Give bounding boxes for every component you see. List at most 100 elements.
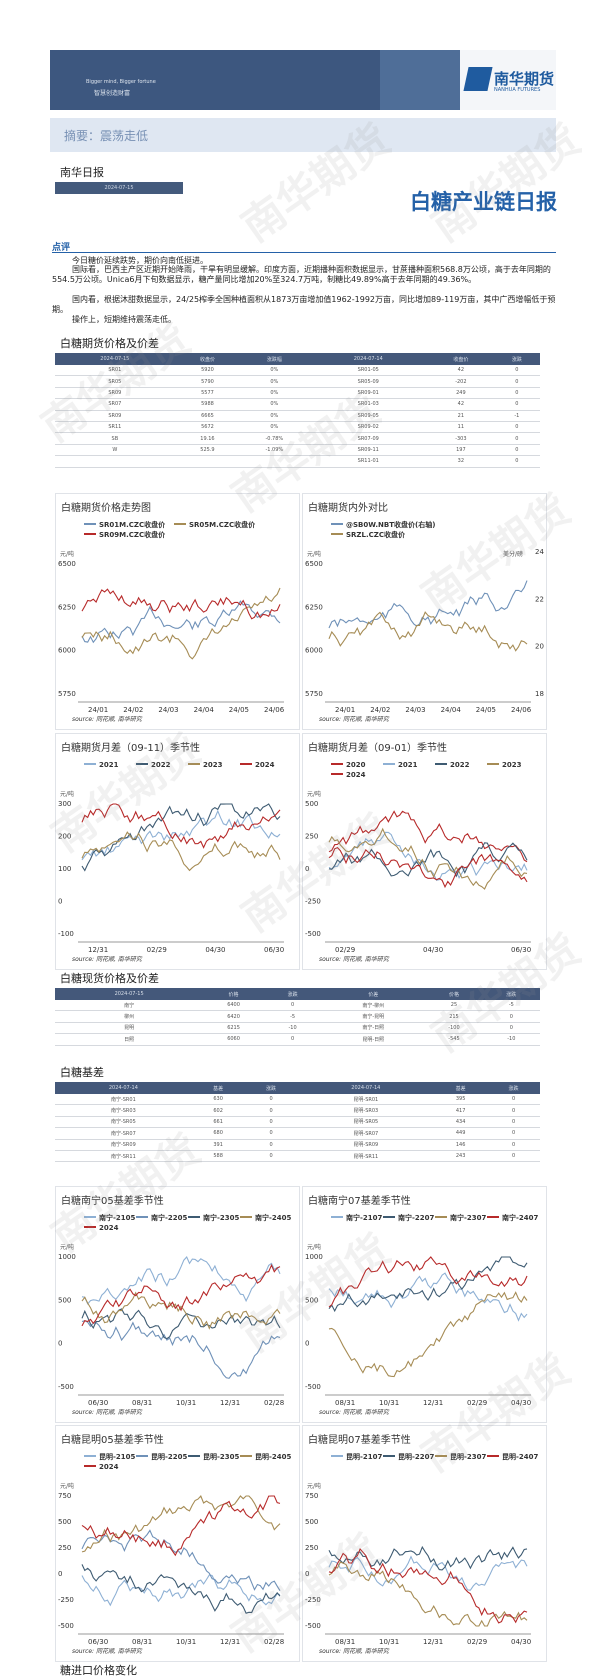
- legend-label: 2024: [255, 761, 275, 769]
- axis-unit: 元/吨: [307, 550, 321, 558]
- y-tick-label: -250: [305, 898, 321, 906]
- x-tick-label: 12/31: [88, 946, 108, 954]
- series-line: [81, 803, 281, 849]
- series-line: [81, 1495, 281, 1557]
- table-cell: 6420: [203, 1010, 264, 1023]
- legend-label: @SB0W.NBT收盘价(右轴): [346, 520, 435, 529]
- table-cell: 日照: [55, 1033, 204, 1046]
- table-cell: 395: [434, 1094, 488, 1106]
- table-cell: 249: [428, 387, 494, 400]
- chart-source: source: 同花顺, 南华研究: [319, 1648, 389, 1655]
- table-cell: -1: [493, 410, 540, 422]
- table-row: 南宁-SR11 588 0 昆明-SR11 243 0: [55, 1150, 540, 1163]
- series-line: [81, 1564, 281, 1614]
- axis-unit: 元/吨: [60, 550, 74, 558]
- table-row: SR07 5988 0% SR01-03 42 0: [55, 398, 540, 411]
- chart-panel: 白糖南宁05基差季节性 source: 同花顺, 南华研究 南宁-2105 南宁-22…: [55, 1186, 300, 1423]
- x-tick-label: 02/29: [467, 1399, 487, 1407]
- x-tick-label: 08/31: [132, 1399, 152, 1407]
- chart-title: 白糖南宁07基差季节性: [308, 1196, 411, 1207]
- axis-unit: 元/吨: [307, 790, 321, 798]
- y-tick-label: 6500: [58, 560, 76, 568]
- table-row: SB 19.16 -0.78% SR07-09 -303 0: [55, 432, 540, 445]
- table-row: 南宁-SR01 630 0 昆明-SR01 395 0: [55, 1094, 540, 1106]
- table-header: 2024-07-14: [308, 353, 429, 365]
- table-cell: 0: [482, 1010, 540, 1023]
- axis-unit: 元/吨: [307, 1482, 321, 1490]
- series-line: [81, 803, 281, 872]
- futures-table: 2024-07-15 收盘价 涨跌幅 2024-07-14 收盘价 涨跌 SR01 5920 0…: [55, 353, 540, 468]
- table-cell: 0: [487, 1150, 540, 1163]
- series-line: [328, 831, 528, 881]
- table-cell: [240, 455, 309, 468]
- legend-label: 昆明-2105: [99, 1452, 136, 1461]
- section-title-futures: 白糖期货价格及价差: [60, 337, 159, 350]
- series-line: [81, 809, 281, 861]
- table-cell: -545: [425, 1033, 483, 1046]
- chart-canvas: 2020 2021 2022 2023 2024 元/吨 500 250 0 -250 -500 02…: [305, 761, 531, 954]
- table-cell: 0: [493, 375, 540, 388]
- chart-title: 白糖期货月差（09-01）季节性: [308, 743, 448, 754]
- series-line: [81, 600, 281, 644]
- y-tick-label: 200: [58, 833, 71, 841]
- series-line: [328, 846, 528, 889]
- section-title-spot: 白糖现货价格及价差: [60, 972, 159, 985]
- chart-panel: 白糖昆明05基差季节性 source: 同花顺, 南华研究 昆明-2105 昆明-22…: [55, 1425, 300, 1662]
- abstract-box: 摘要：震荡走低: [50, 118, 556, 152]
- table-cell: -10: [482, 1033, 540, 1046]
- comment-heading: 点评: [52, 243, 71, 253]
- table-header: 涨跌: [487, 1082, 540, 1094]
- table-cell: 25: [425, 1000, 483, 1012]
- table-cell: 0: [493, 432, 540, 445]
- table-cell: 11: [428, 421, 494, 434]
- x-tick-label: 24/06: [511, 706, 532, 714]
- x-tick-label: 24/03: [158, 706, 178, 714]
- legend-label: 2024: [99, 1463, 119, 1471]
- x-tick-label: 10/31: [379, 1399, 399, 1407]
- chart-title: 白糖期货内外对比: [308, 503, 388, 514]
- table-header: 涨跌: [482, 988, 540, 1000]
- chart-title: 白糖期货价格走势图: [61, 503, 151, 514]
- table-cell: 南宁-SR09: [55, 1139, 192, 1151]
- y-tick-label: -500: [305, 930, 321, 938]
- table-cell: 0: [487, 1127, 540, 1140]
- logo-mark-icon: [463, 67, 493, 91]
- table-cell: 昆明-SR11: [297, 1150, 435, 1163]
- series-line: [328, 1272, 528, 1322]
- series-line: [328, 611, 528, 652]
- table-row: 南宁-SR05 661 0 昆明-SR05 434 0: [55, 1116, 540, 1129]
- table-cell: SR07: [55, 398, 175, 411]
- table-row: 南宁-SR09 391 0 昆明-SR09 146 0: [55, 1139, 540, 1151]
- table-cell: SR09-11: [308, 444, 429, 457]
- chart-source: source: 同花顺, 南华研究: [72, 956, 142, 963]
- series-line: [328, 1256, 528, 1308]
- table-cell: 5577: [174, 387, 241, 400]
- table-row: W 525.9 -1.09% SR09-11 197 0: [55, 444, 540, 457]
- x-tick-label: 06/30: [264, 946, 284, 954]
- table-cell: 0: [263, 1033, 322, 1046]
- y-tick-label: -500: [58, 1383, 74, 1391]
- series-line: [81, 831, 281, 872]
- legend-label: 2021: [398, 761, 418, 769]
- table-cell: 0%: [240, 365, 309, 377]
- legend-label: 南宁-2105: [99, 1213, 136, 1222]
- table-cell: SR07-09: [308, 432, 429, 445]
- chart-canvas: 昆明-2105 昆明-2205 昆明-2305 昆明-2405 2024 元/吨 750 50…: [58, 1452, 292, 1646]
- y-tick-label-right: 18: [535, 690, 544, 698]
- section-title-basis: 白糖基差: [60, 1066, 104, 1079]
- series-line: [328, 842, 528, 878]
- table-cell: 42: [428, 398, 494, 411]
- x-tick-label: 08/31: [335, 1399, 355, 1407]
- table-cell: 5988: [174, 398, 241, 411]
- table-cell: 0: [493, 398, 540, 411]
- logo-text-cn: 南华期货: [494, 70, 555, 88]
- legend-label: 2024: [346, 771, 366, 779]
- table-cell: 391: [191, 1139, 245, 1151]
- series-line: [81, 1574, 281, 1607]
- table-cell: 6060: [203, 1033, 264, 1046]
- y-tick-label: 0: [305, 1570, 309, 1578]
- table-row: 南宁-SR03 602 0 昆明-SR03 417 0: [55, 1104, 540, 1117]
- legend-label: 昆明-2205: [151, 1452, 188, 1461]
- series-line: [328, 1291, 528, 1378]
